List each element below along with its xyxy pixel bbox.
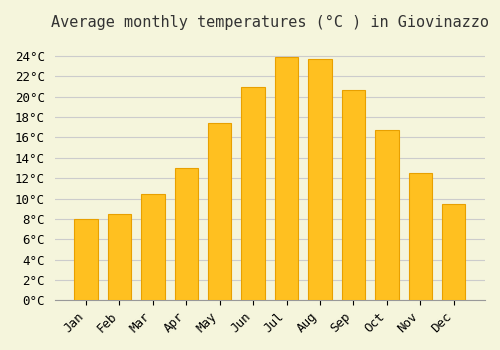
Bar	[174, 168, 198, 300]
Bar	[442, 204, 466, 300]
Bar	[141, 195, 165, 300]
Bar	[342, 90, 365, 300]
Bar	[308, 59, 332, 300]
Bar	[108, 214, 131, 300]
Bar	[275, 57, 298, 300]
Bar	[74, 219, 98, 300]
Bar	[408, 173, 432, 300]
Bar	[375, 131, 398, 300]
Bar	[208, 123, 232, 300]
Title: Average monthly temperatures (°C ) in Giovinazzo: Average monthly temperatures (°C ) in Gi…	[51, 15, 489, 30]
Bar	[242, 87, 265, 300]
